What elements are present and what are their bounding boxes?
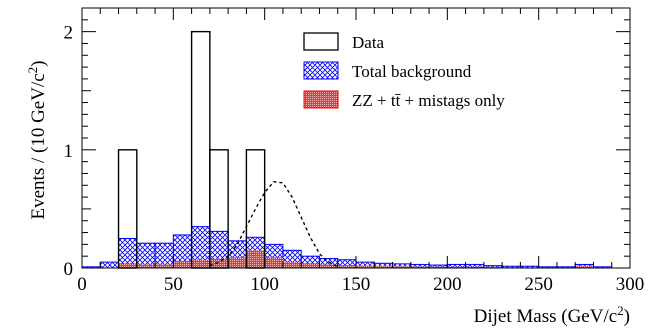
y-tick-label: 1: [64, 141, 74, 162]
background-bin: [100, 262, 118, 268]
background-bin: [137, 243, 155, 268]
legend: Data Total background ZZ + tt̄ + mistags…: [304, 33, 505, 110]
mistag-bin: [210, 259, 228, 268]
x-tick-label: 100: [250, 274, 279, 295]
x-tick-label: 0: [77, 274, 87, 295]
background-layer: [82, 227, 612, 268]
mistag-bin: [265, 257, 283, 268]
x-tick-label: 300: [616, 274, 645, 295]
x-tick-label: 200: [433, 274, 462, 295]
mistag-bin: [192, 260, 210, 268]
y-tick-label: 2: [64, 23, 74, 44]
mistag-bin: [173, 261, 191, 268]
legend-swatch-background: [304, 62, 338, 79]
x-tick-label: 250: [524, 274, 553, 295]
mistag-bin: [137, 264, 155, 268]
background-bin: [155, 243, 173, 268]
mistag-bin: [155, 264, 173, 268]
x-axis-label: Dijet Mass (GeV/c2): [474, 303, 630, 327]
legend-label-background: Total background: [352, 62, 472, 81]
legend-swatch-mistags: [304, 91, 338, 108]
mistag-bin: [301, 263, 319, 268]
mistag-bin: [119, 263, 137, 268]
y-axis-label: Events / (10 GeV/c2): [25, 61, 49, 220]
legend-label-mistags: ZZ + tt̄ + mistags only: [352, 91, 505, 110]
x-tick-label: 50: [164, 274, 183, 295]
x-tick-label: 150: [342, 274, 371, 295]
y-tick-label: 0: [64, 259, 74, 280]
mistag-bin: [246, 250, 264, 268]
legend-swatch-data: [304, 33, 338, 50]
legend-label-data: Data: [352, 33, 385, 52]
mistag-bin: [228, 257, 246, 268]
mistag-bin: [283, 262, 301, 268]
